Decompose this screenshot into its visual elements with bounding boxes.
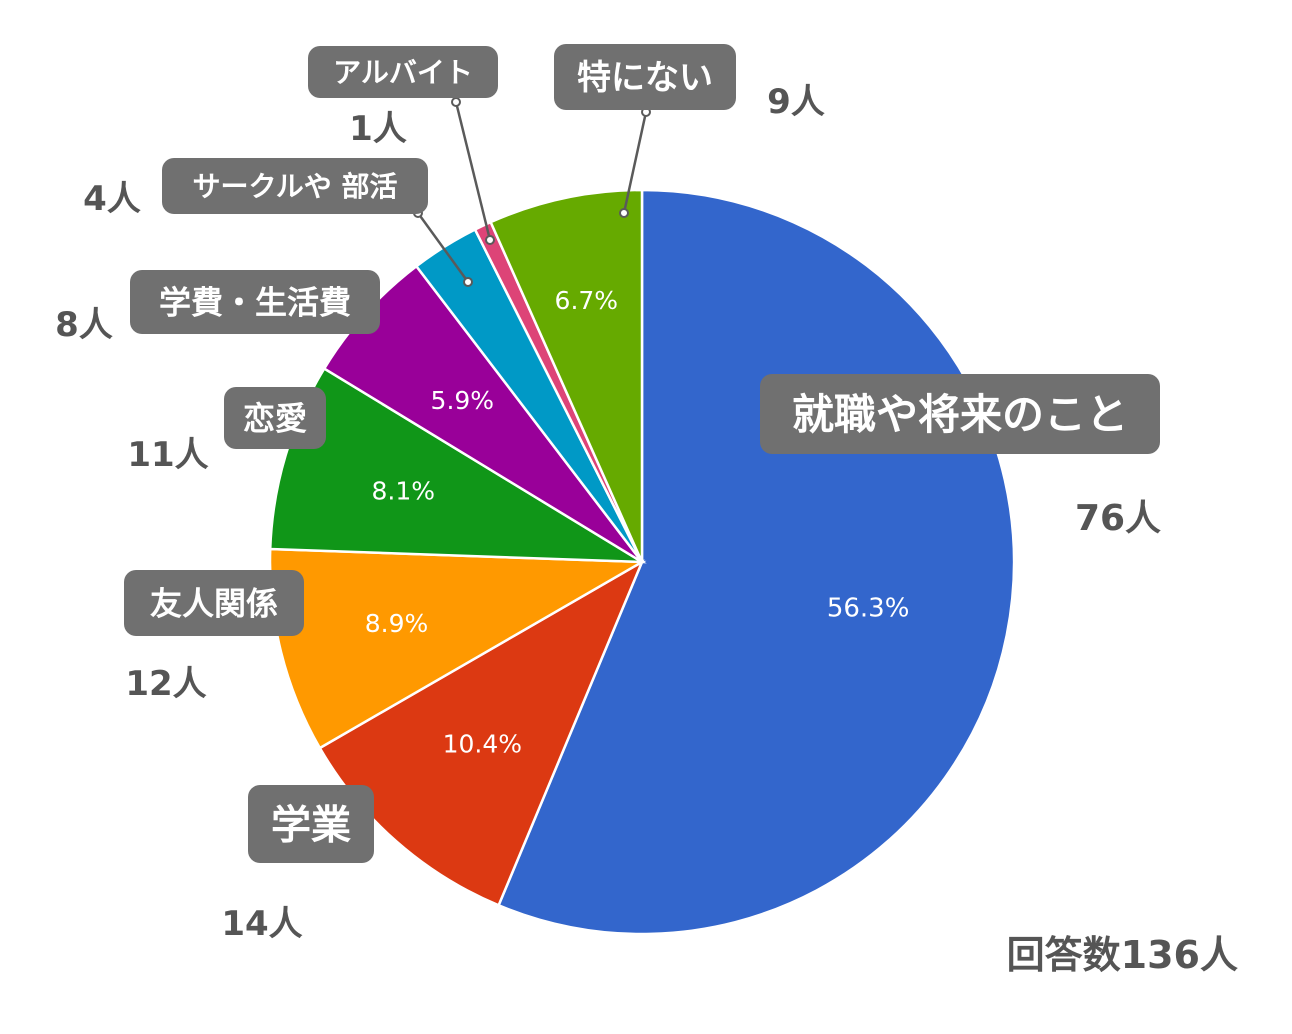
count-label-2: 14人 — [221, 904, 302, 944]
count-label-3: 12人 — [125, 664, 206, 704]
percent-label-8: 6.7% — [555, 286, 619, 315]
pie-slice-2 — [318, 559, 645, 907]
category-tag-label-7: アルバイト — [333, 56, 473, 89]
percent-label-3: 8.9% — [365, 609, 429, 638]
count-label-7: 1人 — [349, 109, 407, 149]
category-tag-label-3: 友人関係 — [150, 585, 278, 623]
category-tag-bg-6 — [162, 158, 428, 214]
pie-slice-4 — [268, 366, 647, 564]
category-tag-label-6: サークルや 部活 — [193, 170, 398, 203]
category-tag-bg-3 — [124, 570, 304, 636]
percent-labels: 56.3% 10.4% 8.9% 8.1% 5.9% 6.7% — [365, 286, 910, 759]
leader-dot-7-1 — [451, 97, 461, 107]
leader-line-8 — [622, 111, 648, 214]
percent-label-4: 8.1% — [371, 477, 435, 506]
pie-slice-3 — [268, 547, 647, 750]
category-tag-label-2: 学業 — [271, 802, 351, 848]
leader-line-6 — [416, 212, 470, 283]
category-tag-bg-5 — [130, 270, 380, 334]
leader-line-7 — [454, 101, 492, 241]
total-responses-label: 回答数136人 — [1007, 933, 1238, 977]
category-tag-bg-4 — [224, 387, 326, 449]
count-label-5: 8人 — [55, 305, 113, 345]
percent-label-1: 56.3% — [827, 593, 910, 623]
pie-slice-8 — [489, 188, 644, 563]
leader-dot-8-2 — [619, 208, 629, 218]
pie-slices — [268, 188, 1016, 936]
count-labels: 76人 14人 12人 11人 8人 4人 1人 9人 — [55, 82, 1161, 944]
category-tag-label-8: 特にない — [577, 58, 713, 98]
leader-dot-7-2 — [485, 235, 495, 245]
percent-label-2: 10.4% — [443, 730, 522, 759]
category-tag-label-4: 恋愛 — [243, 400, 307, 438]
count-label-6: 4人 — [83, 179, 141, 219]
leader-dot-6-2 — [463, 277, 473, 287]
category-tag-bg-7 — [308, 46, 498, 98]
category-tag-bg-1 — [760, 374, 1160, 454]
category-tag-bg-2 — [248, 785, 374, 863]
count-label-1: 76人 — [1075, 498, 1161, 539]
percent-label-5: 5.9% — [431, 386, 495, 415]
category-tag-label-1: 就職や将来のこと — [792, 390, 1128, 439]
count-label-4: 11人 — [127, 435, 208, 475]
category-tag-label-5: 学費・生活費 — [159, 284, 351, 322]
count-label-8: 9人 — [767, 82, 825, 122]
category-tag-bg-8 — [554, 44, 736, 110]
